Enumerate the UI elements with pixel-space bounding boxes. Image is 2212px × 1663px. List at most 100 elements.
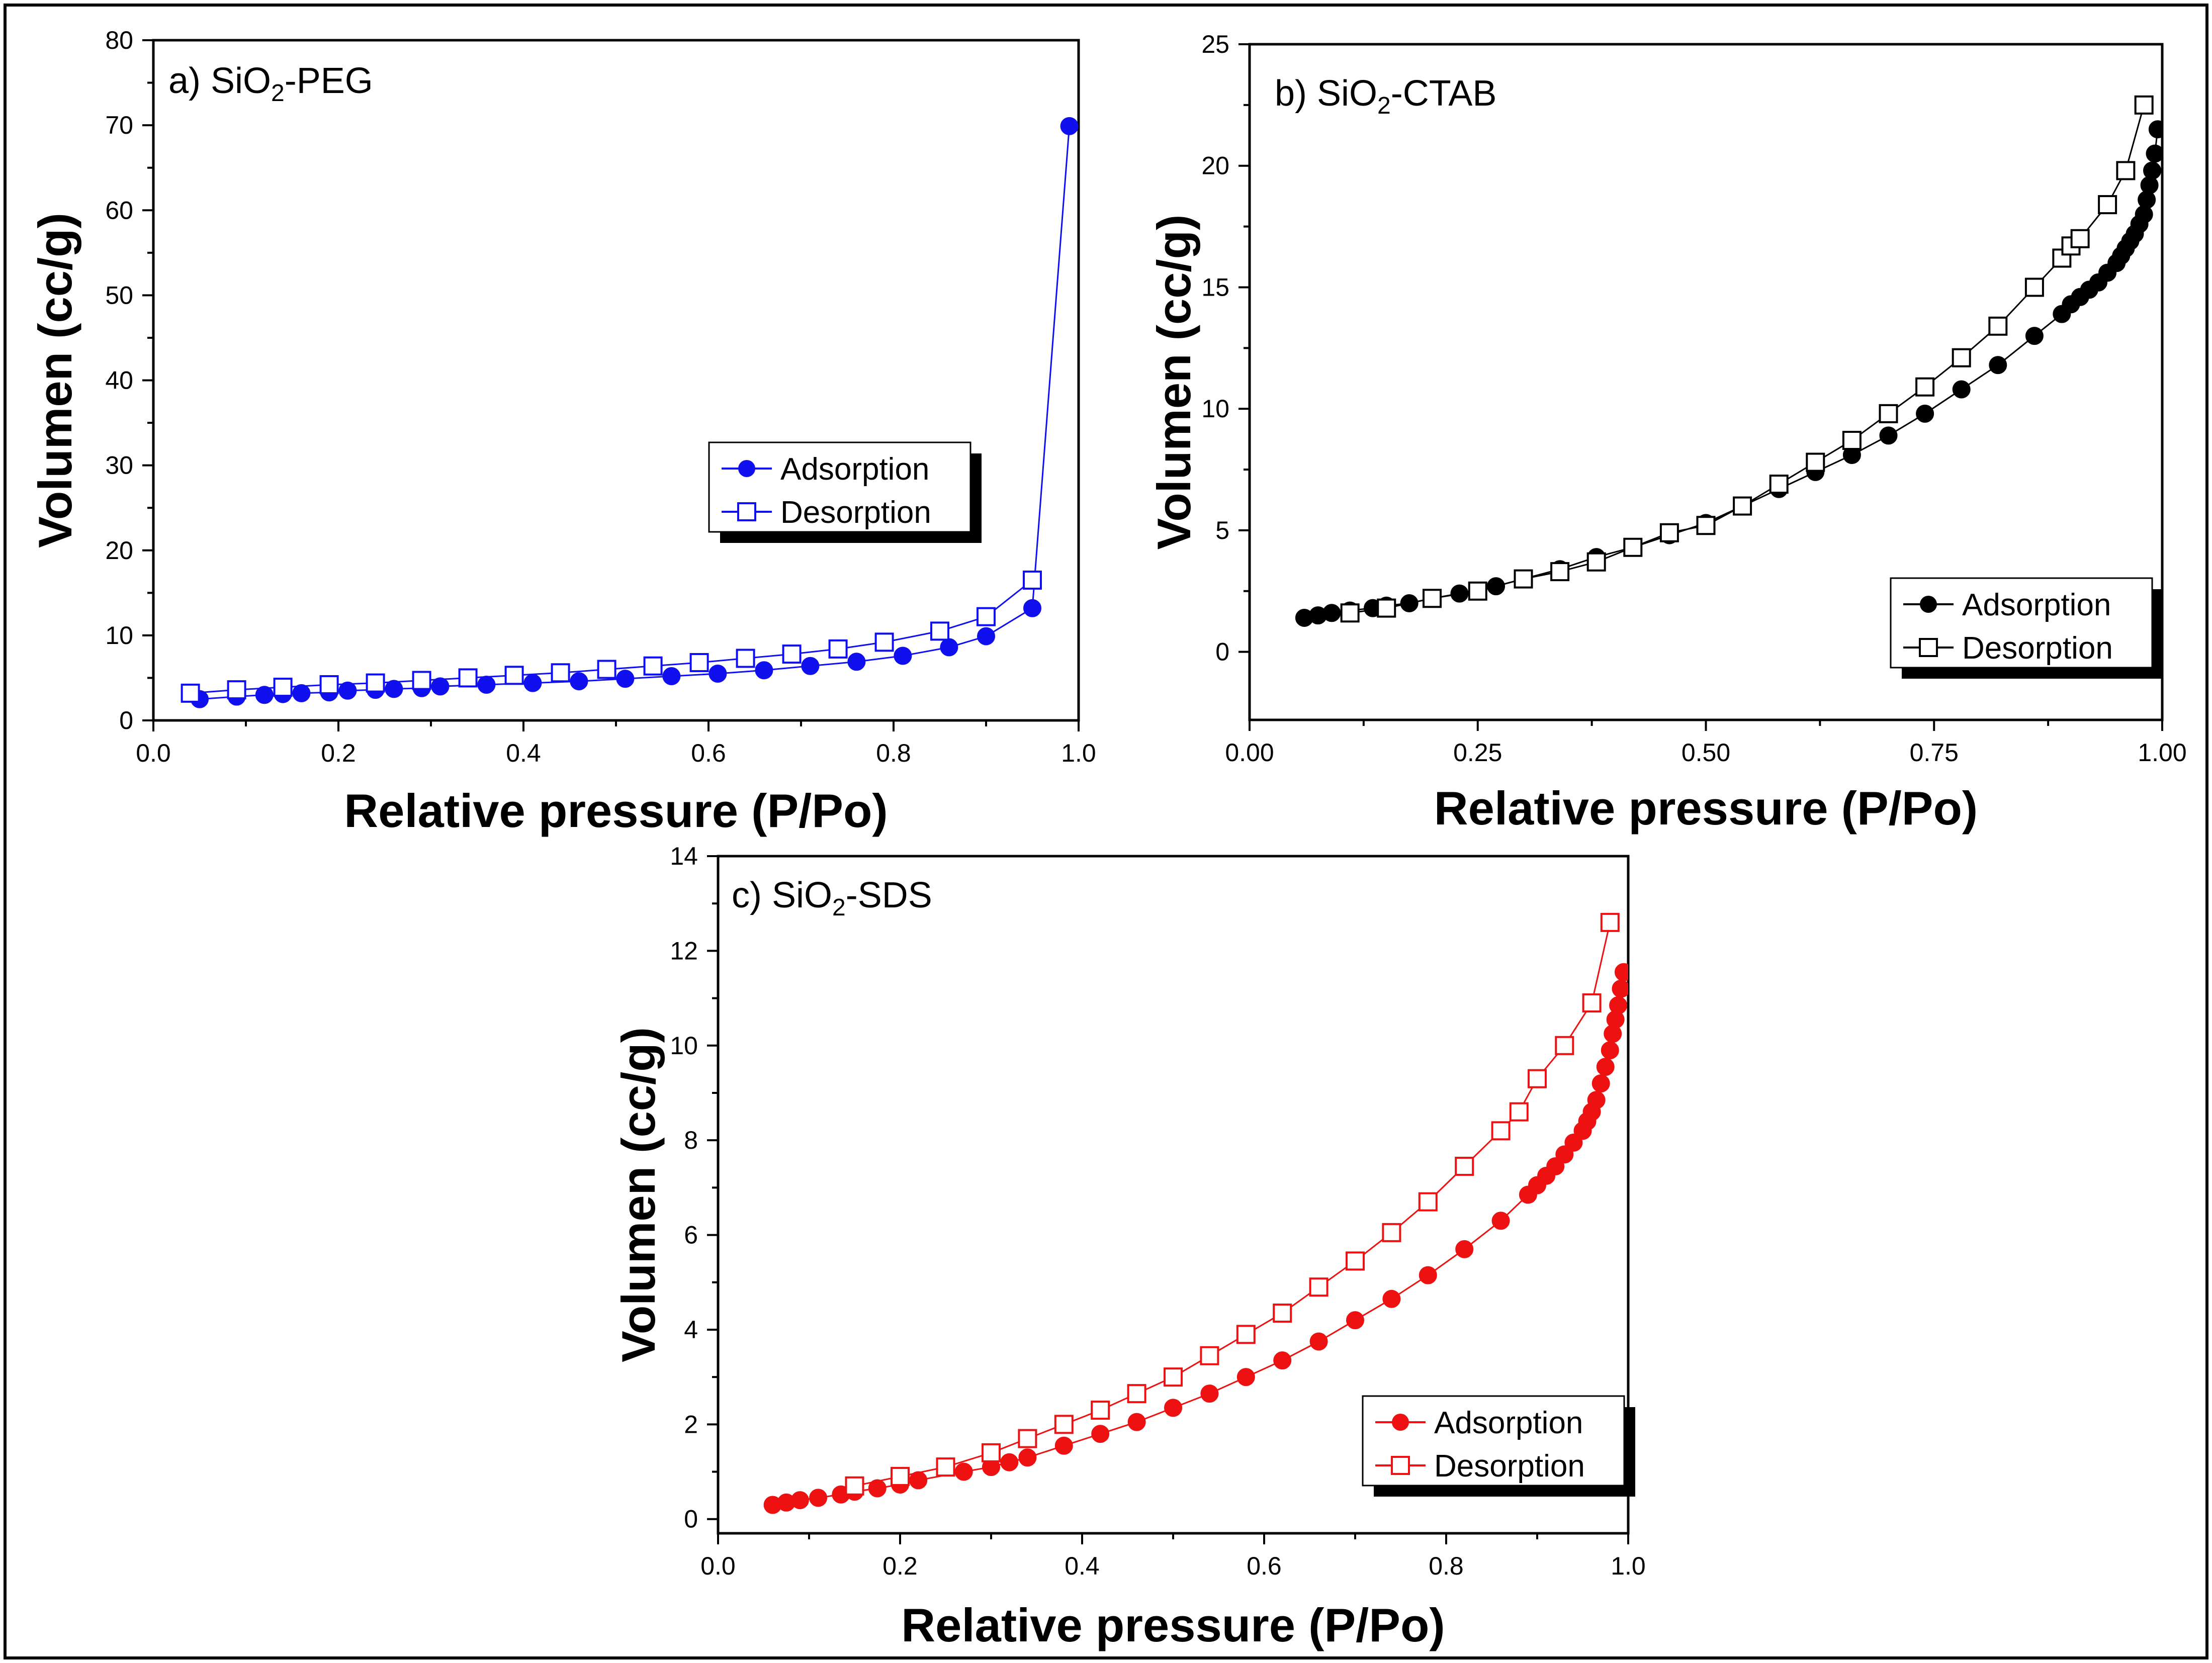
panel-title-subscript: 2 (1377, 93, 1391, 119)
data-point-desorption (1952, 348, 1971, 367)
data-point-adsorption (1309, 1332, 1328, 1351)
y-tick-label: 10 (105, 621, 133, 650)
y-tick-label: 40 (105, 366, 133, 395)
data-point-adsorption (809, 1489, 828, 1507)
data-point-desorption (782, 644, 802, 664)
data-point-adsorption (1346, 1311, 1364, 1330)
data-point-adsorption (1382, 1289, 1401, 1308)
data-point-desorption (643, 656, 663, 676)
x-tick-label: 0.2 (321, 739, 356, 767)
data-point-adsorption (1322, 604, 1341, 622)
x-tick-label: 1.0 (1061, 739, 1096, 767)
data-point-desorption (2116, 161, 2136, 180)
data-point-adsorption (1455, 1240, 1474, 1258)
data-point-adsorption (570, 672, 588, 691)
x-tick-label: 1.00 (2138, 738, 2186, 767)
data-point-desorption (1600, 912, 1620, 932)
data-point-adsorption (292, 684, 311, 702)
data-point-adsorption (1491, 1212, 1510, 1230)
panel-title-subscript: 2 (271, 80, 285, 107)
data-point-desorption (2024, 278, 2044, 297)
data-point-desorption (689, 653, 709, 672)
data-point-desorption (1582, 993, 1602, 1013)
data-point-desorption (551, 663, 570, 683)
data-point-adsorption (977, 627, 995, 645)
data-point-desorption (1659, 523, 1679, 542)
y-tick-label: 10 (1201, 395, 1229, 423)
data-point-desorption (1586, 552, 1606, 572)
legend-label-adsorption: Adsorption (780, 452, 929, 487)
data-point-adsorption (1018, 1448, 1037, 1467)
y-tick-label: 70 (105, 111, 133, 139)
x-tick-label: 0.2 (882, 1552, 918, 1580)
data-point-adsorption (1236, 1368, 1255, 1387)
y-tick-label: 20 (105, 536, 133, 565)
data-point-desorption (1915, 377, 1935, 397)
y-tick-label: 80 (105, 26, 133, 54)
data-point-desorption (1696, 516, 1716, 535)
panel-title: c) SiO2-SDS (732, 875, 932, 921)
x-tick-label: 0.4 (506, 739, 541, 767)
legend: Adsorption Desorption (1890, 577, 2163, 679)
data-point-desorption (1509, 1102, 1529, 1122)
y-tick-label: 5 (1215, 516, 1229, 544)
data-point-desorption (977, 607, 996, 626)
data-point-adsorption (1200, 1384, 1219, 1403)
data-point-desorption (458, 668, 478, 688)
chart-b: 0.00 0.25 0.50 0.75 1.00 0 5 10 15 20 25 Relative p… (1147, 30, 2187, 835)
data-point-desorption (936, 1457, 955, 1477)
data-point-adsorption (255, 686, 274, 704)
data-point-adsorption (1952, 380, 1971, 399)
data-point-desorption (366, 673, 385, 693)
panel-title-suffix: -PEG (285, 61, 373, 101)
y-tick-label: 0 (1215, 638, 1229, 666)
data-layer (1295, 95, 2162, 627)
y-tick-label: 6 (684, 1221, 698, 1249)
x-tick-label: 0.50 (1682, 738, 1730, 767)
data-point-adsorption (2143, 161, 2162, 180)
y-axis-label: Volumen (cc/g) (1147, 215, 1200, 550)
panel-title-prefix: b) SiO (1275, 73, 1377, 114)
y-tick-label: 0 (684, 1505, 698, 1533)
y-tick-label: 60 (105, 196, 133, 224)
legend-marker-adsorption (1392, 1414, 1409, 1431)
data-point-adsorption (1587, 1091, 1606, 1110)
data-point-adsorption (940, 638, 958, 657)
data-point-adsorption (385, 680, 403, 698)
y-tick-label: 10 (670, 1032, 698, 1060)
data-point-desorption (1091, 1401, 1110, 1420)
data-point-desorption (1200, 1346, 1219, 1365)
x-tick-label: 0.75 (1910, 738, 1959, 767)
data-point-desorption (1514, 569, 1533, 589)
data-point-adsorption (1916, 404, 1934, 423)
data-point-desorption (2070, 229, 2090, 248)
data-point-adsorption (709, 664, 727, 683)
data-point-desorption (227, 680, 246, 700)
data-point-desorption (1054, 1415, 1074, 1434)
y-tick-label: 15 (1201, 273, 1229, 301)
data-point-adsorption (523, 674, 542, 692)
y-tick-label: 50 (105, 281, 133, 309)
data-point-adsorption (2148, 120, 2162, 139)
data-point-desorption (1806, 452, 1825, 472)
data-point-desorption (181, 683, 200, 703)
data-point-desorption (1382, 1223, 1401, 1242)
data-point-adsorption (894, 646, 912, 665)
y-tick-label: 8 (684, 1126, 698, 1154)
y-axis-label: Volumen (cc/g) (612, 1027, 665, 1362)
data-point-desorption (1346, 1251, 1365, 1271)
panel-title-prefix: a) SiO (168, 61, 271, 101)
data-point-adsorption (1596, 1058, 1615, 1076)
data-point-desorption (1164, 1367, 1183, 1387)
legend-marker-desorption (1919, 638, 1938, 657)
data-point-adsorption (954, 1462, 973, 1481)
data-point-desorption (1018, 1429, 1037, 1448)
data-point-adsorption (662, 667, 681, 686)
data-point-adsorption (755, 661, 773, 680)
data-point-adsorption (1023, 599, 1041, 617)
data-point-adsorption (2025, 327, 2044, 345)
y-tick-label: 12 (670, 937, 698, 965)
x-tick-label: 0.6 (691, 739, 726, 767)
data-point-desorption (1377, 598, 1396, 618)
